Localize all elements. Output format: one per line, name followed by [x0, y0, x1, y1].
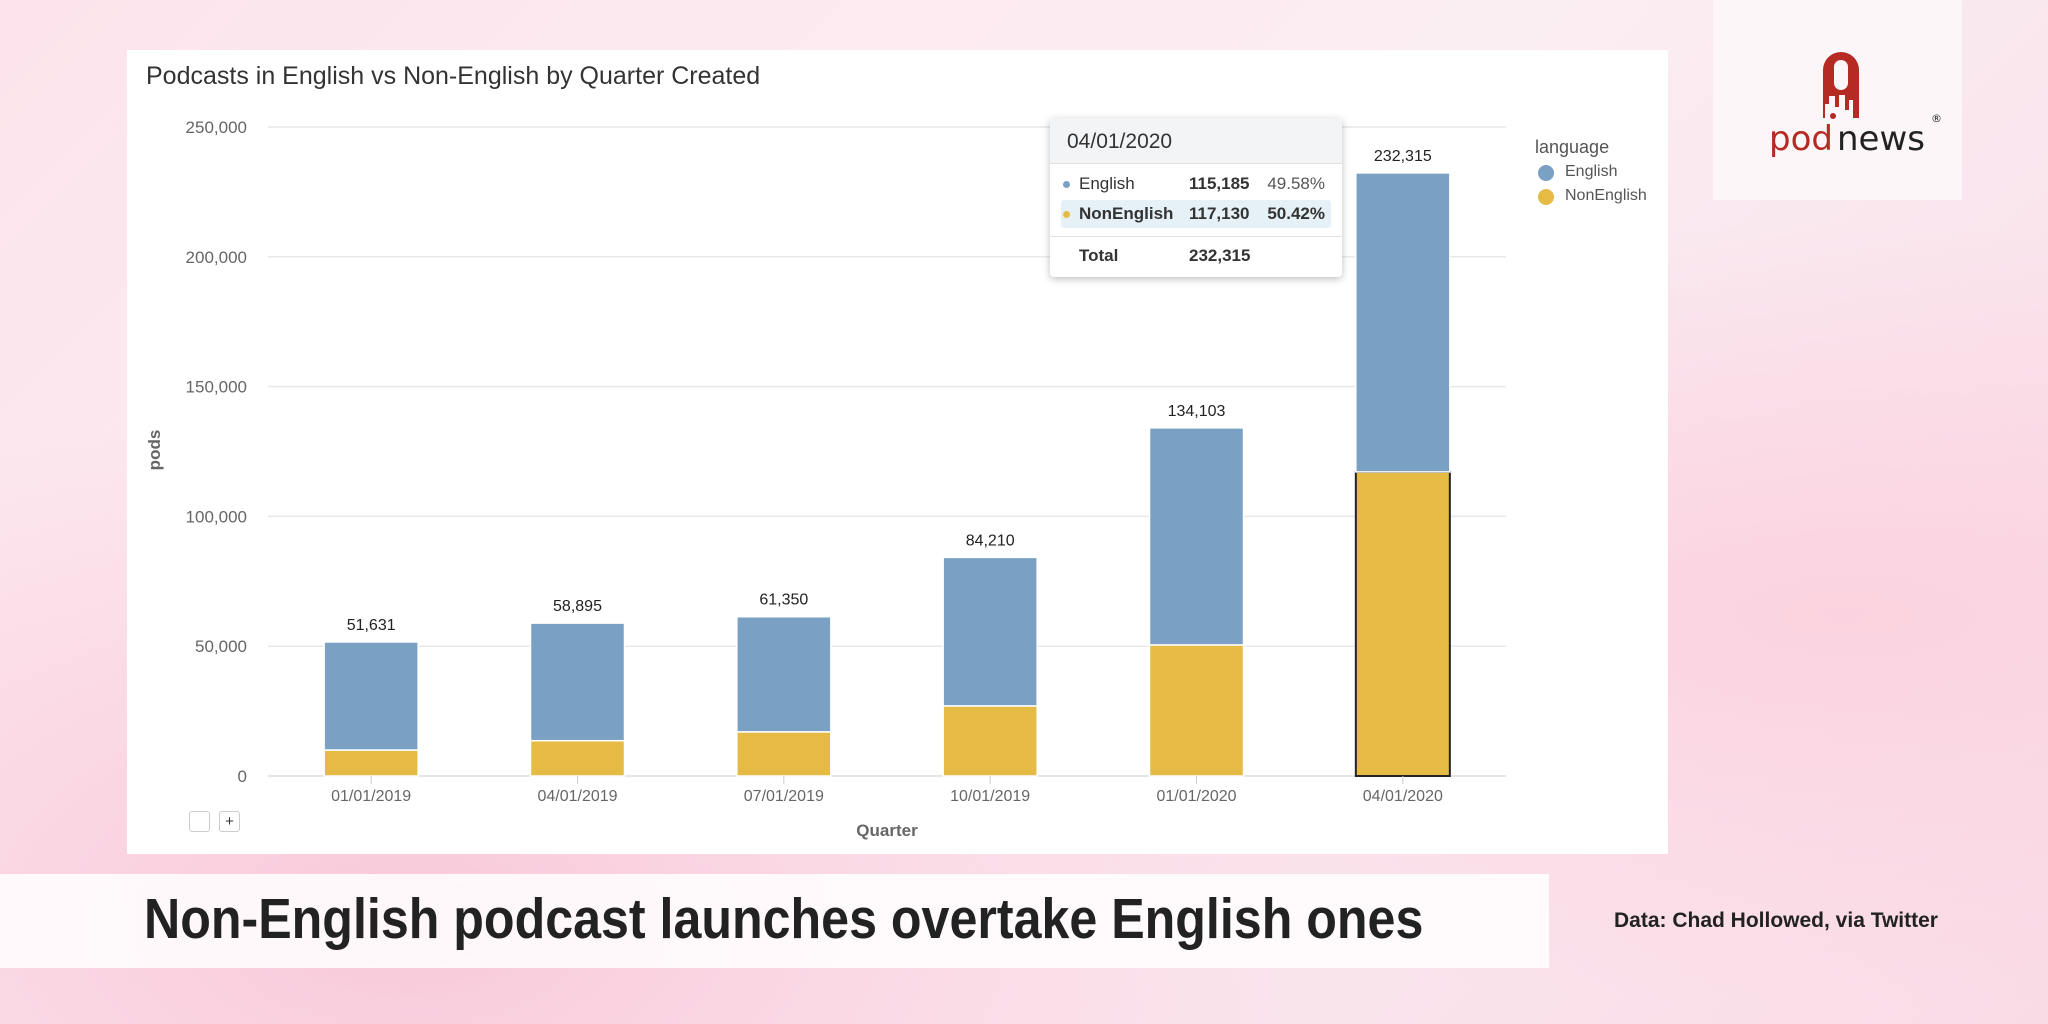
- legend: language English NonEnglish: [1535, 137, 1647, 208]
- bar-english: [529, 622, 626, 742]
- nonenglish-swatch-icon: [1538, 189, 1554, 205]
- x-tick-label: 01/01/2019: [331, 788, 411, 805]
- bar-nonenglish: [323, 749, 419, 777]
- bar-english: [1355, 172, 1451, 473]
- bar-english: [1148, 427, 1245, 646]
- chart-title: Podcasts in English vs Non-English by Qu…: [146, 62, 761, 90]
- total-label: 232,315: [1374, 148, 1432, 165]
- x-tick-label: 10/01/2019: [950, 788, 1030, 805]
- x-tick-label: 01/01/2020: [1156, 788, 1236, 805]
- legend-item-nonenglish[interactable]: NonEnglish: [1535, 184, 1647, 208]
- bar-nonenglish: [942, 705, 1038, 777]
- total-label: 58,895: [553, 598, 602, 615]
- data-credit: Data: Chad Hollowed, via Twitter: [1614, 909, 1938, 932]
- y-tick-label: 0: [238, 767, 247, 786]
- tooltip-pct: 49.58%: [1267, 174, 1325, 193]
- headline: Non-English podcast launches overtake En…: [144, 887, 1424, 951]
- y-tick-label: 250,000: [186, 118, 247, 137]
- tooltip-series-name: English: [1079, 174, 1135, 193]
- podnews-logo: pod news ®: [1713, 0, 1962, 200]
- y-tick-label: 50,000: [195, 637, 247, 656]
- bar-english: [323, 641, 419, 751]
- y-axis-label: pods: [145, 430, 164, 471]
- tooltip-total-value: 232,315: [1189, 246, 1251, 265]
- podnews-logo-icon: pod news ®: [1769, 52, 1942, 159]
- total-label: 51,631: [347, 617, 396, 634]
- tooltip-title: 04/01/2020: [1050, 118, 1342, 164]
- caption-band: [0, 874, 1549, 968]
- logo-text-news: news: [1837, 119, 1925, 159]
- total-label: 84,210: [966, 532, 1015, 549]
- tooltip-series-name: NonEnglish: [1079, 204, 1174, 223]
- registered-mark: ®: [1931, 112, 1942, 125]
- x-tick-label: 07/01/2019: [744, 788, 824, 805]
- y-tick-label: 100,000: [186, 507, 247, 526]
- y-tick-label: 150,000: [186, 378, 247, 397]
- legend-item-english[interactable]: English: [1535, 160, 1647, 184]
- bar-nonenglish: [736, 731, 832, 777]
- expand-button[interactable]: +: [219, 811, 240, 832]
- bar-english: [942, 556, 1038, 707]
- bar-nonenglish: [1148, 644, 1245, 777]
- legend-label: NonEnglish: [1565, 187, 1647, 204]
- tooltip-total-label: Total: [1079, 246, 1119, 265]
- tooltip: 04/01/2020 English 115,185 49.58% NonEng…: [1050, 118, 1342, 277]
- total-label: 134,103: [1168, 403, 1226, 420]
- english-dot-icon: [1063, 181, 1070, 188]
- x-tick-label: 04/01/2020: [1363, 788, 1443, 805]
- tooltip-pct: 50.42%: [1267, 204, 1325, 223]
- nonenglish-dot-icon: [1063, 211, 1070, 218]
- total-label: 61,350: [759, 592, 808, 609]
- bar-nonenglish: [529, 739, 626, 777]
- y-tick-label: 200,000: [186, 248, 247, 267]
- tooltip-value: 117,130: [1189, 204, 1250, 223]
- tooltip-divider: [1050, 236, 1342, 237]
- legend-title: language: [1535, 137, 1610, 157]
- tooltip-row-english: English 115,185 49.58%: [1061, 170, 1331, 198]
- collapse-button[interactable]: [189, 811, 210, 832]
- tooltip-value: 115,185: [1189, 174, 1250, 193]
- x-axis-label: Quarter: [856, 821, 918, 840]
- tooltip-row-nonenglish: NonEnglish 117,130 50.42%: [1061, 200, 1331, 228]
- legend-label: English: [1565, 163, 1618, 180]
- logo-text-pod: pod: [1769, 119, 1833, 159]
- english-swatch-icon: [1538, 165, 1554, 181]
- tooltip-total-row: Total 232,315: [1061, 242, 1331, 270]
- x-tick-label: 04/01/2019: [537, 788, 617, 805]
- bar-english: [736, 615, 832, 733]
- bar-nonenglish: [1354, 470, 1451, 777]
